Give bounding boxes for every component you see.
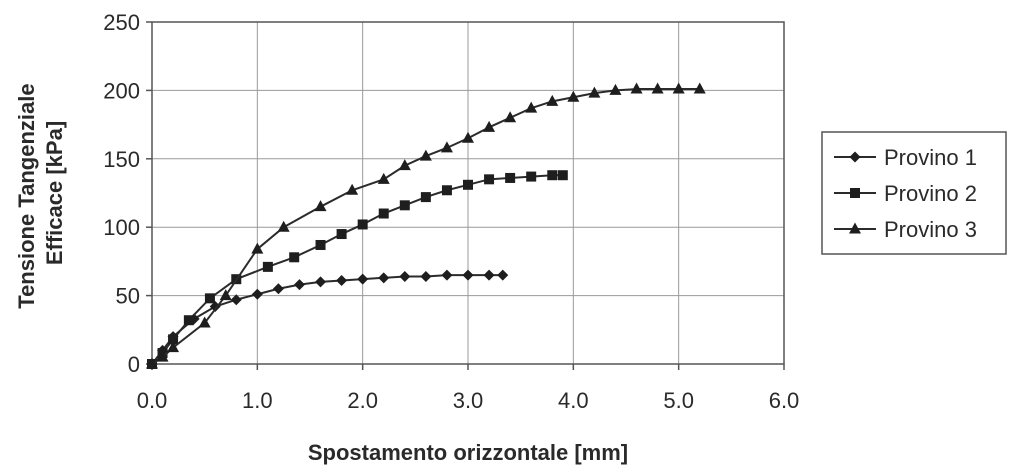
data-point bbox=[484, 174, 495, 185]
data-point bbox=[419, 149, 432, 161]
data-point bbox=[378, 272, 390, 284]
data-point bbox=[289, 252, 300, 263]
data-point bbox=[219, 289, 232, 301]
data-point bbox=[315, 276, 327, 288]
x-axis-ticks: 0.0 1.0 2.0 3.0 4.0 5.0 6.0 bbox=[137, 388, 800, 413]
y-tick-label: 100 bbox=[103, 215, 140, 240]
legend-label: Provino 2 bbox=[884, 181, 977, 206]
data-point bbox=[377, 172, 390, 184]
data-point bbox=[483, 269, 495, 281]
x-tick-label: 3.0 bbox=[453, 388, 484, 413]
legend-label: Provino 1 bbox=[884, 145, 977, 170]
data-point bbox=[315, 239, 326, 250]
y-tick-label: 50 bbox=[116, 284, 140, 309]
y-tick-label: 250 bbox=[103, 10, 140, 35]
x-tick-label: 0.0 bbox=[137, 388, 168, 413]
data-point bbox=[567, 90, 580, 102]
y-axis-title-line-2: Efficace [kPa] bbox=[42, 121, 67, 265]
plot-area bbox=[146, 21, 785, 370]
data-point bbox=[357, 273, 369, 285]
data-point bbox=[557, 170, 568, 181]
y-tick-label: 0 bbox=[128, 352, 140, 377]
x-tick-label: 1.0 bbox=[242, 388, 273, 413]
data-point bbox=[420, 270, 432, 282]
plot-frame bbox=[151, 21, 785, 365]
y-axis-title: Tensione Tangenziale Efficace [kPa] bbox=[14, 77, 67, 308]
data-point bbox=[272, 283, 284, 295]
data-point bbox=[336, 275, 348, 287]
data-point bbox=[504, 111, 517, 123]
data-point bbox=[505, 172, 516, 183]
series-1 bbox=[146, 269, 509, 370]
data-point bbox=[609, 83, 622, 95]
x-tick-label: 5.0 bbox=[663, 388, 694, 413]
series-line bbox=[151, 88, 700, 365]
data-point bbox=[441, 185, 452, 196]
data-point bbox=[146, 357, 158, 369]
data-point bbox=[462, 131, 474, 143]
series-2 bbox=[147, 170, 568, 369]
data-point bbox=[850, 188, 860, 198]
data-point bbox=[209, 301, 221, 313]
data-point bbox=[398, 159, 411, 171]
legend: Provino 1 Provino 2 Provino 3 bbox=[821, 131, 1007, 255]
data-point bbox=[693, 82, 706, 94]
y-axis-title-line-1: Tensione Tangenziale bbox=[14, 83, 39, 308]
data-point bbox=[630, 82, 643, 94]
data-point bbox=[204, 293, 215, 304]
legend-label: Provino 3 bbox=[884, 217, 977, 242]
data-point bbox=[497, 269, 509, 281]
data-point bbox=[483, 120, 496, 132]
data-point bbox=[672, 82, 685, 94]
data-point bbox=[230, 294, 242, 306]
data-point bbox=[378, 208, 389, 219]
data-point bbox=[526, 171, 537, 182]
y-axis-ticks: 0 50 100 150 200 250 bbox=[103, 10, 140, 377]
data-point bbox=[262, 261, 273, 272]
data-point bbox=[198, 316, 211, 328]
data-point bbox=[399, 270, 411, 282]
data-point bbox=[525, 101, 538, 113]
data-point bbox=[314, 200, 327, 212]
x-axis-title: Spostamento orizzontale [mm] bbox=[308, 440, 628, 465]
data-point bbox=[399, 200, 410, 211]
series-3 bbox=[146, 82, 706, 369]
data-point bbox=[168, 334, 179, 345]
data-point bbox=[441, 269, 453, 281]
data-point bbox=[293, 279, 305, 291]
data-point bbox=[156, 350, 169, 362]
y-tick-label: 200 bbox=[103, 78, 140, 103]
data-point bbox=[546, 94, 559, 106]
data-point bbox=[588, 86, 601, 98]
data-point bbox=[251, 288, 263, 300]
data-point bbox=[357, 219, 368, 230]
data-point bbox=[651, 82, 664, 94]
x-tick-label: 6.0 bbox=[769, 388, 800, 413]
data-point bbox=[462, 269, 474, 281]
data-point bbox=[547, 170, 558, 181]
data-point bbox=[336, 229, 347, 240]
data-point bbox=[277, 220, 290, 232]
data-point bbox=[849, 151, 861, 163]
data-point bbox=[463, 179, 473, 190]
data-point bbox=[346, 183, 359, 195]
data-point bbox=[167, 341, 180, 353]
legend-item: Provino 1 bbox=[834, 145, 977, 170]
data-point bbox=[420, 192, 431, 203]
data-point bbox=[849, 222, 861, 234]
y-tick-label: 150 bbox=[103, 147, 140, 172]
legend-item: Provino 3 bbox=[834, 217, 977, 242]
data-point bbox=[440, 141, 453, 153]
x-tick-label: 2.0 bbox=[347, 388, 378, 413]
legend-item: Provino 2 bbox=[834, 181, 977, 206]
series-line bbox=[151, 174, 563, 365]
x-tick-label: 4.0 bbox=[558, 388, 589, 413]
data-point bbox=[183, 315, 194, 326]
data-point bbox=[251, 242, 264, 254]
